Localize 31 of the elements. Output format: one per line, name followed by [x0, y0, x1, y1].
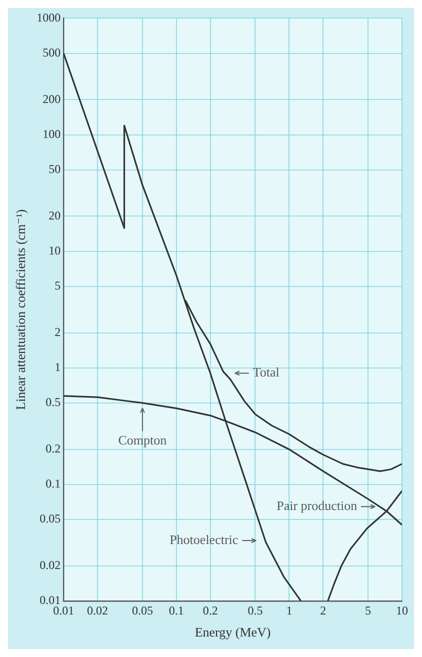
y-axis-title: Linear attentuation coefficients (cm⁻¹)	[13, 209, 28, 410]
x-tick-label: 5	[365, 603, 372, 618]
y-tick-label: 50	[48, 162, 61, 176]
annotation: Compton	[118, 432, 168, 448]
y-tick-label: 200	[42, 92, 61, 106]
x-tick-label: 0.05	[132, 603, 153, 618]
x-tick-label: 2	[320, 603, 326, 618]
y-tick-label: 5	[54, 278, 61, 293]
x-tick-label: 0.2	[202, 603, 218, 618]
x-tick-label: 10	[396, 603, 408, 618]
y-tick-label: 100	[42, 126, 61, 141]
x-axis-title: Energy (MeV)	[194, 624, 271, 640]
x-tick-label: 0.02	[87, 603, 108, 618]
y-tick-label: 1000	[36, 10, 61, 24]
y-tick-label: 500	[42, 45, 61, 60]
y-tick-label: 1	[54, 360, 61, 374]
x-tick-label: 0.1	[168, 603, 184, 618]
y-tick-label: 0.5	[46, 395, 61, 410]
y-tick-label: 10	[48, 243, 61, 258]
y-tick-label: 0.05	[40, 512, 61, 526]
y-tick-label: 0.2	[46, 442, 61, 456]
x-tick-label: 1	[286, 603, 292, 618]
annotation: Photoelectric	[170, 532, 238, 547]
y-tick-label: 2	[54, 324, 61, 339]
y-tick-label: 0.1	[46, 476, 61, 491]
y-tick-label: 20	[48, 208, 61, 222]
annotation: Total	[252, 364, 280, 380]
y-tick-label: 0.02	[40, 558, 61, 572]
y-tick-label: 0.01	[40, 593, 61, 608]
annotation: Pair production	[276, 498, 358, 514]
x-tick-label: 0.5	[248, 603, 263, 618]
